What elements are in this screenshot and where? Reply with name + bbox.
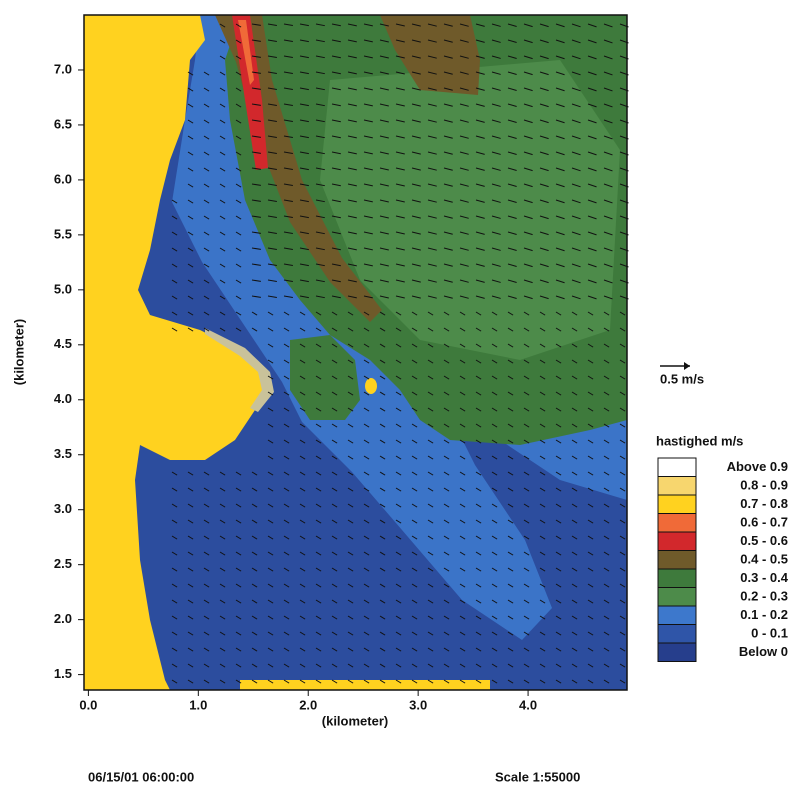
legend-swatch: [658, 477, 696, 496]
x-axis-label: (kilometer): [322, 713, 388, 728]
islet: [365, 378, 377, 394]
y-tick-label: 6.0: [54, 171, 72, 186]
y-tick-label: 1.5: [54, 666, 72, 681]
legend-label: Below 0: [739, 644, 788, 659]
legend-label: 0.6 - 0.7: [740, 514, 788, 529]
legend-swatch: [658, 625, 696, 644]
y-tick-label: 5.0: [54, 281, 72, 296]
legend-swatch: [658, 569, 696, 588]
y-axis-label: (kilometer): [11, 319, 26, 385]
y-tick-label: 3.0: [54, 501, 72, 516]
legend-label: 0.3 - 0.4: [740, 570, 788, 585]
vector-scale-head: [684, 362, 690, 370]
legend-label: 0.7 - 0.8: [740, 496, 788, 511]
x-tick-label: 2.0: [299, 697, 317, 712]
y-tick-label: 7.0: [54, 61, 72, 76]
legend-swatch: [658, 514, 696, 533]
y-tick-label: 5.5: [54, 226, 72, 241]
y-tick-label: 6.5: [54, 116, 72, 131]
legend-swatch: [658, 532, 696, 551]
land-south: [240, 680, 490, 690]
legend-label: 0 - 0.1: [751, 625, 788, 640]
legend-swatch: [658, 643, 696, 662]
legend-label: Above 0.9: [727, 459, 788, 474]
x-tick-label: 0.0: [79, 697, 97, 712]
legend-swatch: [658, 495, 696, 514]
map: [84, 15, 628, 690]
legend-swatch: [658, 551, 696, 570]
y-tick-label: 4.0: [54, 391, 72, 406]
legend-label: 0.1 - 0.2: [740, 607, 788, 622]
legend-title: hastighed m/s: [656, 433, 743, 448]
legend-label: 0.5 - 0.6: [740, 533, 788, 548]
legend-label: 0.4 - 0.5: [740, 551, 788, 566]
vector-scale-label: 0.5 m/s: [660, 371, 704, 386]
legend-swatch: [658, 458, 696, 477]
x-tick-label: 4.0: [519, 697, 537, 712]
x-tick-label: 1.0: [189, 697, 207, 712]
legend-label: 0.2 - 0.3: [740, 588, 788, 603]
page: (kilometer) (kilometer) 0.5 m/s hastighe…: [0, 0, 792, 795]
timestamp: 06/15/01 06:00:00: [88, 769, 194, 784]
legend-swatch: [658, 606, 696, 625]
legend-swatch: [658, 588, 696, 607]
x-tick-label: 3.0: [409, 697, 427, 712]
y-tick-label: 4.5: [54, 336, 72, 351]
scale-text: Scale 1:55000: [495, 769, 580, 784]
legend-label: 0.8 - 0.9: [740, 477, 788, 492]
y-tick-label: 3.5: [54, 446, 72, 461]
y-tick-label: 2.5: [54, 556, 72, 571]
chart: (kilometer) (kilometer) 0.5 m/s hastighe…: [0, 0, 792, 790]
y-tick-label: 2.0: [54, 611, 72, 626]
